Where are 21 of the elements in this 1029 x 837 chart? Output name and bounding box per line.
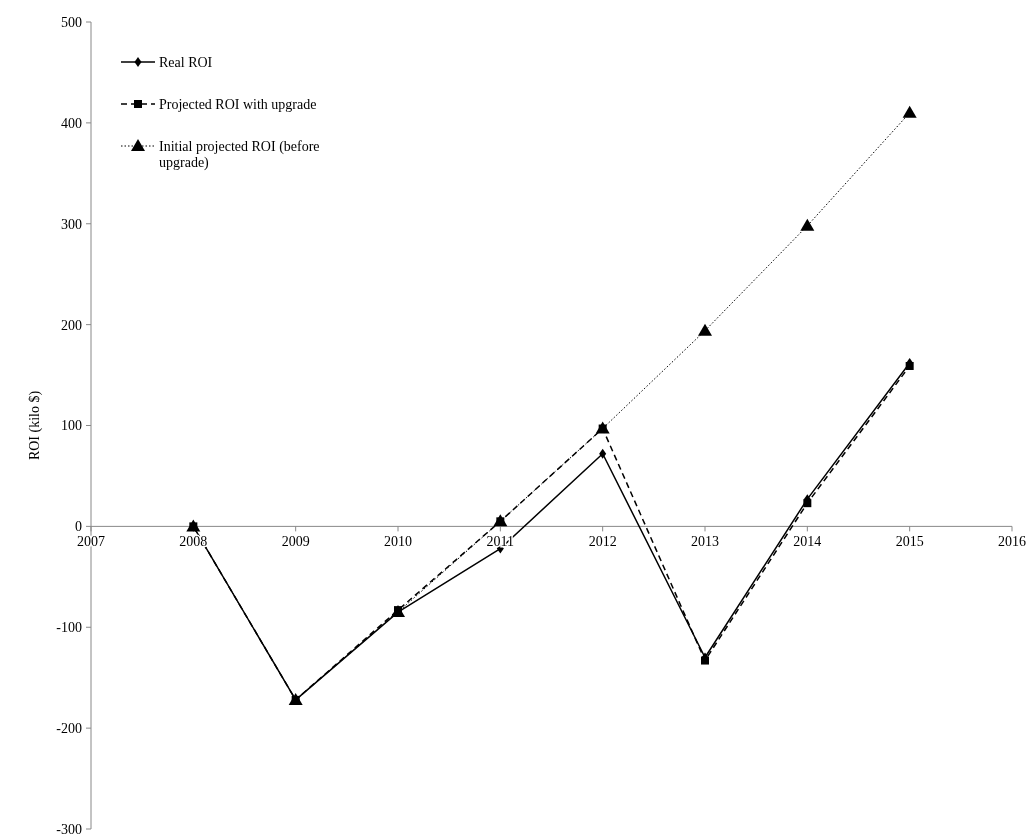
y-tick-label: 500 (61, 14, 82, 30)
y-tick-label: 200 (61, 317, 82, 333)
legend-label: Initial projected ROI (before upgrade) (159, 138, 320, 171)
legend-label: Real ROI (159, 54, 213, 70)
y-tick-label: -200 (56, 721, 82, 737)
x-tick-label: 2014 (793, 534, 822, 550)
y-tick-label: 100 (61, 418, 82, 434)
y-tick-label: -100 (56, 620, 82, 636)
y-axis-title: ROI (kilo $) (27, 390, 43, 461)
x-tick-label: 2015 (895, 534, 924, 550)
y-tick-label: 400 (61, 115, 82, 131)
x-tick-label: 2009 (281, 534, 310, 550)
x-tick-label: 2013 (691, 534, 719, 550)
x-tick-label: 2016 (998, 534, 1026, 550)
y-tick-label: -300 (56, 821, 82, 837)
y-tick-label: 0 (75, 519, 82, 535)
x-tick-label: 2012 (588, 534, 617, 550)
legend-label: Projected ROI with upgrade (159, 96, 317, 112)
y-tick-label: 300 (61, 216, 82, 232)
x-tick-label: 2007 (77, 534, 105, 550)
x-tick-label: 2010 (384, 534, 412, 550)
